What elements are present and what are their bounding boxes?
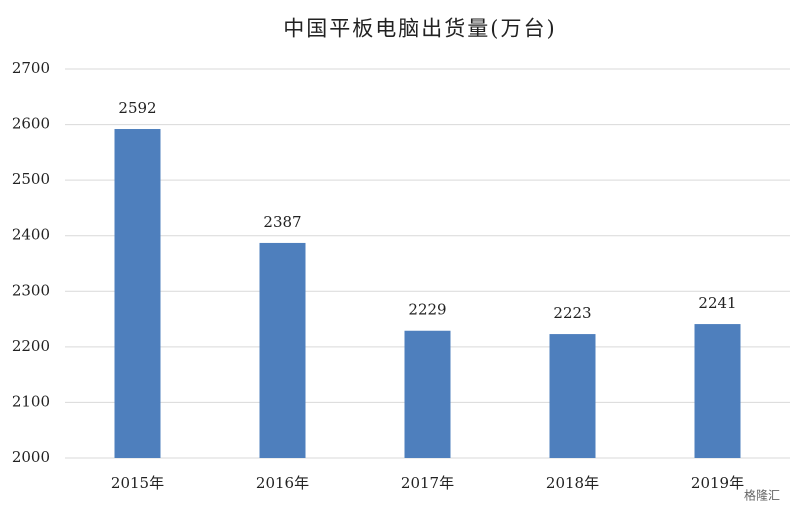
bar: [549, 334, 596, 458]
watermark: 格隆汇: [744, 488, 780, 503]
y-tick-label: 2600: [12, 115, 50, 133]
x-tick-label: 2018年: [546, 474, 599, 492]
data-label: 2241: [698, 294, 736, 312]
data-label: 2229: [408, 301, 446, 319]
bar: [404, 330, 451, 458]
y-tick-label: 2200: [12, 337, 50, 355]
x-tick-label: 2017年: [401, 474, 454, 492]
y-tick-label: 2100: [12, 392, 50, 410]
bar: [694, 324, 741, 458]
y-tick-label: 2400: [12, 226, 50, 244]
y-tick-label: 2700: [12, 59, 50, 77]
x-tick-label: 2016年: [256, 474, 309, 492]
y-tick-label: 2500: [12, 170, 50, 188]
data-label: 2223: [553, 304, 591, 322]
bar: [114, 129, 161, 458]
bar: [259, 242, 306, 458]
y-tick-label: 2000: [12, 448, 50, 466]
x-tick-label: 2015年: [111, 474, 164, 492]
data-label: 2592: [118, 99, 156, 117]
chart-title: 中国平板电脑出货量(万台): [283, 17, 556, 41]
x-tick-label: 2019年: [691, 474, 744, 492]
data-label: 2387: [263, 213, 301, 231]
y-tick-label: 2300: [12, 281, 50, 299]
